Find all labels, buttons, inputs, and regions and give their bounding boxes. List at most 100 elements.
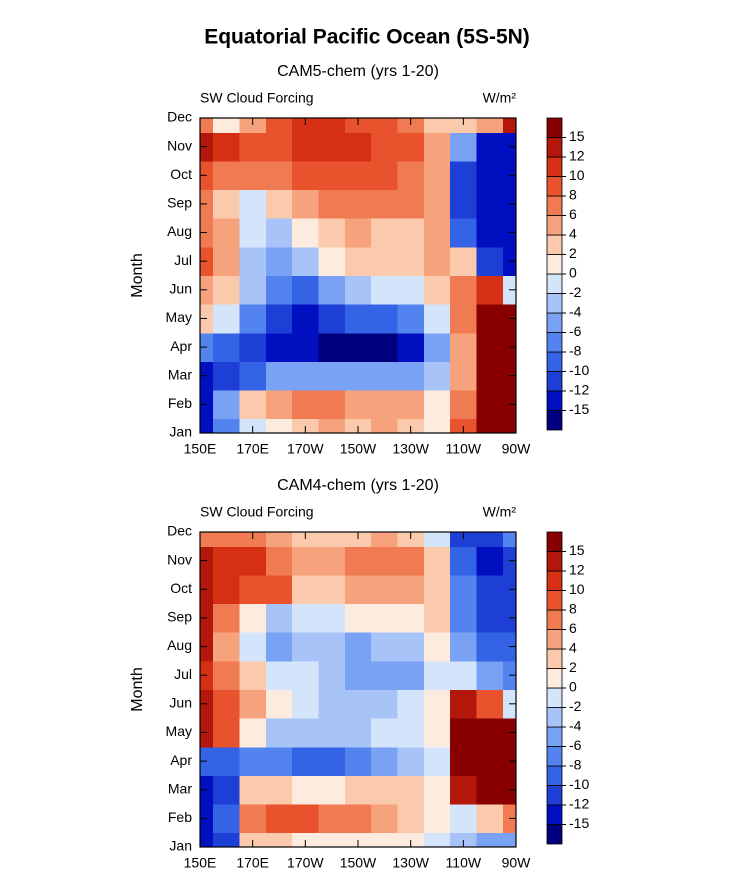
contour-cell (397, 246, 425, 276)
colorbar-box (546, 726, 563, 747)
contour-cell (423, 632, 451, 662)
contour-cell (239, 218, 267, 248)
y-axis-label: Month (129, 667, 146, 711)
contour-cell (265, 532, 293, 547)
contour-cell (476, 603, 504, 633)
contour-cell (213, 660, 240, 690)
contour-cell (239, 304, 267, 334)
colorbar-box (546, 551, 563, 572)
colorbar-label: 2 (569, 245, 577, 261)
contour-cell (397, 390, 425, 420)
right-string: W/m² (483, 90, 517, 106)
contour-cell (318, 832, 346, 848)
y-tick-label: Mar (168, 780, 192, 796)
contour-cell (423, 660, 451, 690)
contour-cell (450, 132, 477, 162)
y-tick-label: Sep (167, 609, 192, 625)
left-string: SW Cloud Forcing (200, 90, 314, 106)
contour-cell (423, 546, 451, 576)
contour-cell (476, 804, 504, 834)
contour-cell (344, 132, 372, 162)
y-tick-label: Oct (170, 580, 192, 596)
chart-title: Equatorial Pacific Ocean (5S-5N) (204, 26, 530, 49)
colorbar-label: -6 (569, 737, 582, 753)
contour-cell (344, 603, 372, 633)
contour-cell (200, 118, 214, 133)
contour-cell (371, 603, 398, 633)
contour-cell (239, 275, 267, 305)
contour-cell (318, 603, 346, 633)
contour-cell (423, 689, 451, 719)
contour-cell (292, 118, 319, 133)
contour-cell (265, 118, 293, 133)
contour-cell (318, 218, 346, 248)
colorbar-label: 15 (569, 128, 585, 144)
contour-cell (318, 546, 346, 576)
colorbar-box (546, 804, 563, 825)
contour-cell (344, 546, 372, 576)
colorbar-box (546, 668, 563, 689)
colorbar-box (546, 629, 563, 650)
y-tick-label: Jul (174, 666, 192, 682)
y-tick-label: Jul (174, 252, 192, 268)
contour-cell (476, 246, 504, 276)
contour-cell (476, 418, 504, 434)
contour-cell (292, 218, 319, 248)
contour-cell (397, 804, 425, 834)
contour-cell (200, 418, 214, 434)
colorbar-label: 6 (569, 206, 577, 222)
contour-cell (200, 532, 214, 547)
contour-cell (318, 361, 346, 391)
colorbar-label: -12 (569, 796, 589, 812)
contour-cell (397, 689, 425, 719)
colorbar-label: -2 (569, 698, 582, 714)
colorbar-box (546, 390, 563, 411)
contour-cell (397, 718, 425, 748)
contour-cell (292, 390, 319, 420)
contour-cell (213, 832, 240, 848)
contour-cell (265, 603, 293, 633)
contour-cell (344, 118, 372, 133)
contour-cell (292, 332, 319, 362)
contour-cell (371, 532, 398, 547)
contour-cell (476, 574, 504, 605)
contour-cell (502, 118, 517, 133)
contour-cell (265, 218, 293, 248)
contour-cell (502, 418, 517, 434)
contour-cell (213, 574, 240, 605)
contour-cell (239, 332, 267, 362)
contour-cell (265, 132, 293, 162)
y-tick-label: Aug (167, 223, 192, 239)
contour-cell (200, 832, 214, 848)
y-tick-label: Jun (169, 695, 192, 711)
contour-cell (423, 532, 451, 547)
contour-cell (423, 775, 451, 805)
contour-cell (371, 632, 398, 662)
contour-cell (239, 660, 267, 690)
colorbar-box (546, 273, 563, 294)
contour-cell (450, 746, 477, 776)
contour-cell (450, 189, 477, 219)
contour-cell (213, 332, 240, 362)
contour-cell (423, 574, 451, 605)
colorbar-label: 4 (569, 226, 577, 242)
contour-cell (423, 118, 451, 133)
x-tick-label: 150E (184, 441, 217, 457)
contour-cell (292, 546, 319, 576)
contour-cell (318, 718, 346, 748)
colorbar-box (546, 707, 563, 728)
contour-cell (344, 660, 372, 690)
colorbar-box (546, 312, 563, 333)
x-tick-label: 150W (340, 855, 377, 871)
contour-cell (318, 246, 346, 276)
contour-cell (292, 160, 319, 191)
contour-cell (397, 532, 425, 547)
colorbar-box (546, 234, 563, 255)
y-tick-label: May (166, 309, 192, 325)
contour-cell (213, 689, 240, 719)
x-tick-label: 90W (502, 855, 532, 871)
contour-cell (239, 689, 267, 719)
contour-cell (292, 746, 319, 776)
contour-cell (344, 189, 372, 219)
contour-cell (318, 332, 346, 362)
